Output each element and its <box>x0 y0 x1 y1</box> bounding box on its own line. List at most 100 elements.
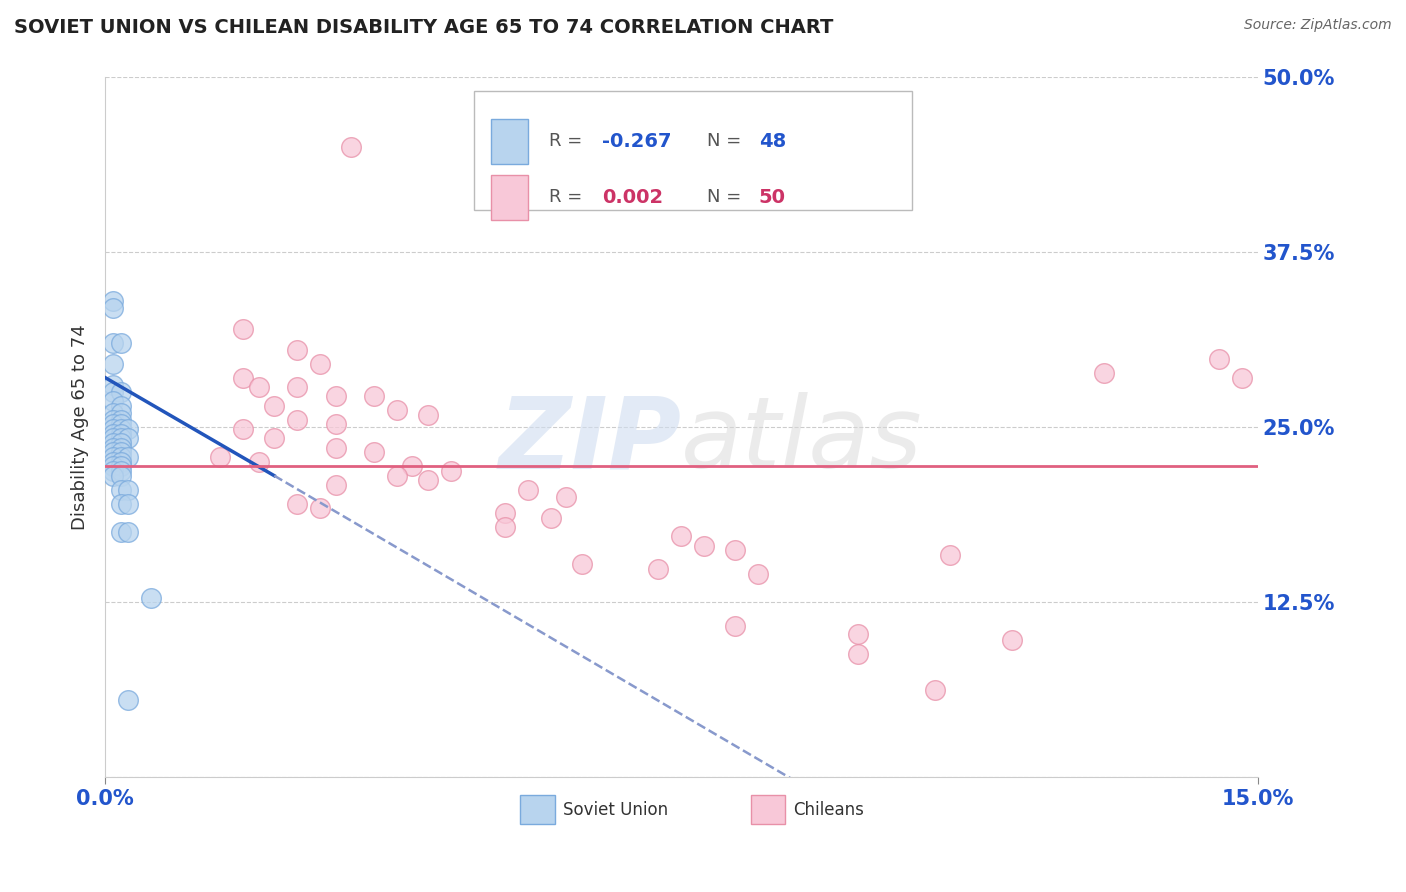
Text: N =: N = <box>707 132 747 150</box>
Point <box>247 380 270 394</box>
Point <box>141 591 163 605</box>
Point <box>285 412 308 426</box>
Text: Source: ZipAtlas.com: Source: ZipAtlas.com <box>1244 18 1392 32</box>
Text: SOVIET UNION VS CHILEAN DISABILITY AGE 65 TO 74 CORRELATION CHART: SOVIET UNION VS CHILEAN DISABILITY AGE 6… <box>14 18 834 37</box>
Text: atlas: atlas <box>682 392 922 489</box>
Point <box>117 497 139 511</box>
Point <box>101 426 124 441</box>
Point <box>101 377 124 392</box>
Point <box>385 468 408 483</box>
Point <box>939 549 962 563</box>
Point <box>110 412 132 426</box>
Point <box>846 647 869 661</box>
Point <box>101 394 124 409</box>
Text: N =: N = <box>707 188 747 206</box>
Point <box>232 370 254 384</box>
Point <box>309 500 332 515</box>
FancyBboxPatch shape <box>751 795 785 824</box>
Text: R =: R = <box>548 188 588 206</box>
Point <box>110 455 132 469</box>
Point <box>110 399 132 413</box>
Point <box>101 441 124 455</box>
Point <box>110 426 132 441</box>
Text: -0.267: -0.267 <box>602 132 671 151</box>
FancyBboxPatch shape <box>520 795 554 824</box>
Point <box>110 417 132 431</box>
Text: Chileans: Chileans <box>793 801 865 819</box>
Point <box>232 321 254 335</box>
Text: R =: R = <box>548 132 588 150</box>
Point <box>110 335 132 350</box>
Point <box>385 402 408 417</box>
Point <box>110 450 132 465</box>
Point <box>416 473 439 487</box>
Point <box>724 618 747 632</box>
Point <box>309 357 332 371</box>
Point <box>117 431 139 445</box>
Point <box>285 380 308 394</box>
Point <box>209 450 232 465</box>
Point <box>1230 370 1253 384</box>
Point <box>1208 352 1230 367</box>
Point <box>1092 367 1115 381</box>
Point <box>101 357 124 371</box>
FancyBboxPatch shape <box>491 175 529 220</box>
Text: 0.002: 0.002 <box>602 188 664 207</box>
Point <box>101 293 124 308</box>
Y-axis label: Disability Age 65 to 74: Disability Age 65 to 74 <box>72 324 89 530</box>
Point <box>101 445 124 459</box>
Point <box>110 445 132 459</box>
Point <box>263 431 285 445</box>
Point <box>117 450 139 465</box>
Point <box>440 465 463 479</box>
Point <box>117 422 139 436</box>
Point <box>325 417 347 431</box>
Point <box>325 389 347 403</box>
Point <box>101 422 124 436</box>
Point <box>724 542 747 557</box>
Point <box>110 431 132 445</box>
Point <box>110 384 132 399</box>
Point <box>263 399 285 413</box>
Point <box>285 497 308 511</box>
Point <box>110 422 132 436</box>
Point <box>247 455 270 469</box>
Point <box>285 343 308 357</box>
Text: 48: 48 <box>759 132 786 151</box>
Point <box>101 412 124 426</box>
Point <box>747 566 769 581</box>
Point <box>117 483 139 497</box>
Point <box>325 441 347 455</box>
Point <box>671 529 693 543</box>
Point <box>340 139 363 153</box>
Point <box>924 682 946 697</box>
Text: 50: 50 <box>759 188 786 207</box>
FancyBboxPatch shape <box>491 119 529 164</box>
Point <box>110 497 132 511</box>
Point <box>416 409 439 423</box>
Point <box>101 384 124 399</box>
Point <box>693 539 716 553</box>
Point <box>101 406 124 420</box>
Point <box>110 436 132 450</box>
Point <box>110 524 132 539</box>
Point <box>101 301 124 315</box>
Text: Soviet Union: Soviet Union <box>562 801 668 819</box>
Point <box>117 692 139 706</box>
Point <box>110 458 132 473</box>
Point <box>101 468 124 483</box>
Point <box>555 490 578 504</box>
Point <box>494 520 516 534</box>
Text: ZIP: ZIP <box>498 392 682 489</box>
Point <box>494 507 516 521</box>
Point <box>110 441 132 455</box>
Point <box>110 406 132 420</box>
Point <box>117 524 139 539</box>
Point <box>846 627 869 641</box>
Point <box>101 431 124 445</box>
Point <box>571 557 593 571</box>
Point <box>101 436 124 450</box>
Point <box>540 510 562 524</box>
Point <box>101 458 124 473</box>
Point <box>325 478 347 492</box>
